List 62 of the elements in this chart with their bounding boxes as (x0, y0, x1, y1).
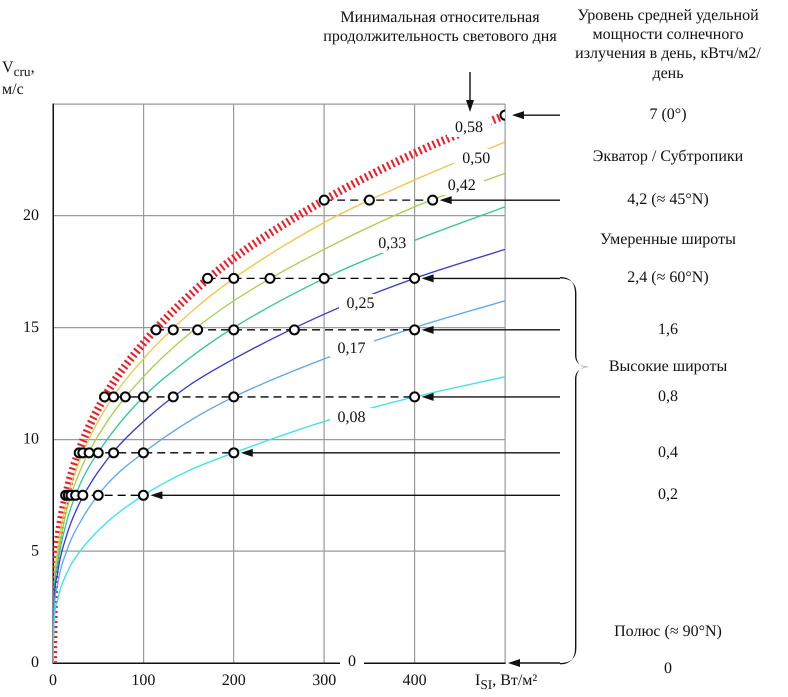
y-tick-label: 20 (23, 207, 39, 224)
text: 0,4 (657, 442, 679, 462)
text: 0,2 (657, 485, 679, 504)
x-tick-label: 100 (131, 672, 156, 689)
x-tick-label: 200 (222, 672, 246, 689)
text: 2,4 (≈ 60°N) (626, 268, 710, 288)
text: Полюс (≈ 90°N) (613, 622, 723, 642)
point (409, 324, 420, 336)
y-axis-title: V$_{cru}$, м/с (2, 58, 36, 100)
annotation: 0,58 (447, 118, 492, 137)
point (228, 391, 240, 402)
point (228, 272, 240, 284)
x-axis-title: I$_{SI}$, Вт/м² (475, 671, 538, 694)
point (99, 391, 110, 402)
point (120, 391, 131, 402)
point (427, 194, 438, 206)
y-tick-label: 0 (31, 654, 39, 672)
x-tick-label: 0 (49, 672, 57, 689)
point (318, 272, 330, 284)
text: Уровень средней удельной мощности солнечного излучения в день, кВтч/м2/день (574, 6, 762, 83)
point (84, 447, 95, 458)
x-tick-label: 300 (312, 672, 336, 689)
point (192, 324, 204, 336)
point (138, 490, 149, 501)
point (150, 324, 162, 336)
annotation: 0,25 (338, 294, 383, 314)
annotation: 0,17 (330, 338, 374, 358)
annotation: 0,33 (370, 234, 414, 254)
point (77, 490, 88, 501)
point (288, 324, 300, 336)
point (138, 447, 149, 458)
annotation: 0 (340, 652, 364, 672)
point (92, 490, 104, 501)
point (138, 391, 149, 402)
point (228, 324, 240, 336)
x-tick-label: 400 (402, 672, 427, 689)
text: Экватор / Субтропики (592, 147, 744, 166)
point (409, 391, 420, 402)
y-tick-label: 10 (23, 430, 39, 448)
point (168, 391, 179, 402)
point (409, 272, 420, 284)
text: Умеренные широты (599, 230, 737, 250)
y-tick-label: 15 (23, 318, 39, 336)
point (228, 447, 240, 458)
annotation: 0,50 (454, 148, 498, 168)
text: 7 (0°) (648, 105, 688, 124)
text: Высокие широты (608, 357, 728, 376)
point (264, 272, 276, 284)
point (92, 447, 104, 458)
annotation: 0,08 (330, 408, 374, 428)
text: 4,2 (≈ 45°N) (626, 190, 710, 210)
annotation: 0,42 (440, 176, 484, 195)
text: 1,6 (657, 320, 679, 340)
point (108, 447, 120, 458)
text: 0,8 (657, 386, 679, 406)
point (364, 194, 375, 206)
point (108, 391, 120, 402)
text: Минимальная относительная продолжительность светового дня (322, 8, 558, 46)
y-tick-label: 5 (31, 542, 39, 560)
point (318, 194, 330, 206)
point (202, 272, 214, 284)
point (168, 324, 179, 336)
